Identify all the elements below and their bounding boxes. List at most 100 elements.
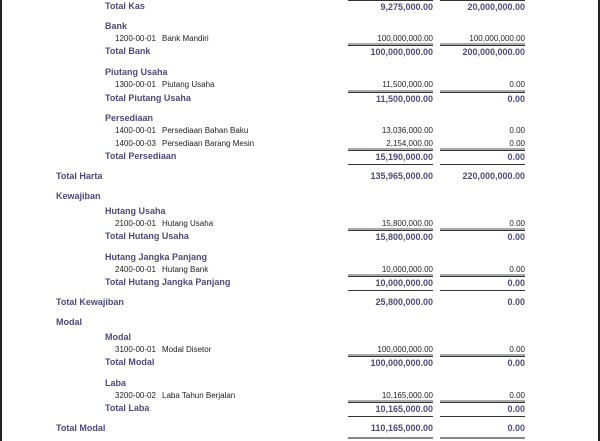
current-value: 10,000,000.00: [381, 265, 433, 274]
previous-value: 200,000,000.00: [440, 45, 525, 58]
previous-value: 0.00: [440, 290, 525, 308]
current-value: 10,165,000.00: [348, 402, 433, 415]
previous-value: 0.00: [440, 402, 525, 415]
total-row: Total Modal 110,165,000.00 0.00: [0, 416, 600, 434]
row-label: Kewajiban: [56, 191, 101, 201]
row-label: Modal: [56, 317, 82, 327]
previous-value: 0.00: [509, 265, 525, 274]
total-row: Total Hutang Usaha 15,800,000.00 0.00: [0, 230, 600, 242]
previous-value: 0.00: [440, 92, 525, 105]
current-value: 10,165,000.00: [381, 391, 433, 400]
row-label: Total Modal: [105, 357, 155, 367]
previous-value: 0.00: [509, 219, 525, 228]
total-row: Total Bank 100,000,000.00 200,000,000.00: [0, 45, 600, 57]
previous-value: 0.00: [440, 276, 525, 289]
account-row: 2400-00-01 Hutang Bank 10,000,000.00 0.00: [0, 264, 600, 276]
row-label: Total Kas: [105, 1, 145, 11]
row-label: Total Laba: [105, 403, 150, 413]
account-name: Laba Tahun Berjalan: [162, 391, 236, 400]
account-row: 1200-00-01 Bank Mandiri 100,000,000.00 100,…: [0, 33, 600, 45]
group-heading: Persediaan: [0, 112, 600, 124]
group-heading: Hutang Usaha: [0, 205, 600, 217]
previous-value: 0.00: [440, 230, 525, 243]
current-value: 135,965,000.00: [348, 164, 433, 182]
previous-value: 0.00: [509, 126, 525, 135]
current-value: 13,036,000.00: [381, 126, 433, 135]
account-code: 1300-00-01: [115, 80, 156, 89]
group-heading: Modal: [0, 331, 600, 343]
current-value: 11,500,000.00: [382, 80, 433, 89]
current-value: 15,800,000.00: [381, 219, 433, 228]
row-label: Laba: [105, 378, 127, 388]
current-value: 9,275,000.00: [348, 0, 433, 13]
current-value: 100,000,000.00: [348, 45, 433, 58]
account-name: Hutang Bank: [162, 265, 209, 274]
total-row: Total Hutang Jangka Panjang 10,000,000.00…: [0, 276, 600, 288]
row-label: Total Modal: [56, 423, 106, 433]
account-code: 1400-00-03: [115, 139, 156, 148]
account-code: 1200-00-01: [115, 34, 156, 43]
group-heading: Modal: [0, 316, 600, 328]
total-row: Total Harta 135,965,000.00 220,000,000.00: [0, 164, 600, 182]
row-label: Piutang Usaha: [105, 67, 168, 77]
row-label: Modal: [105, 332, 131, 342]
previous-value: 0.00: [440, 150, 525, 163]
account-row: 2100-00-01 Hutang Usaha 15,800,000.00 0.00: [0, 218, 600, 230]
current-value: 10,000,000.00: [348, 276, 433, 289]
account-row: 3200-00-02 Laba Tahun Berjalan 10,165,000.…: [0, 390, 600, 402]
current-value: 110,165,000.00: [348, 416, 433, 434]
previous-value: 0.00: [509, 80, 525, 89]
current-value: 15,800,000.00: [348, 230, 433, 243]
row-label: Total Bank: [105, 46, 151, 56]
account-name: Persediaan Bahan Baku: [162, 126, 249, 135]
previous-value: 0.00: [509, 345, 525, 354]
previous-value: 0.00: [440, 356, 525, 369]
account-name: Persediaan Barang Mesin: [162, 139, 255, 148]
row-label: Total Hutang Usaha: [105, 231, 189, 241]
double-underline: [348, 437, 433, 439]
current-value: 100,000,000.00: [377, 345, 433, 354]
account-code: 3100-00-01: [115, 345, 156, 354]
total-row: Total Kewajiban 25,800,000.00 0.00: [0, 290, 600, 308]
current-value: 100,000,000.00: [377, 34, 433, 43]
account-name: Modal Disetor: [162, 345, 212, 354]
total-row: Total Laba 10,165,000.00 0.00: [0, 402, 600, 414]
row-label: Total Persediaan: [105, 151, 177, 161]
account-row: 3100-00-01 Modal Disetor 100,000,000.00 0.0…: [0, 344, 600, 356]
previous-value: 0.00: [509, 391, 525, 400]
account-code: 2400-00-01: [115, 265, 156, 274]
group-heading: Bank: [0, 20, 600, 32]
group-heading: Kewajiban: [0, 190, 600, 202]
previous-value: 20,000,000.00: [440, 0, 525, 13]
current-value: 25,800,000.00: [348, 290, 433, 308]
left-border: [0, 0, 2, 441]
account-code: 1400-00-01: [115, 126, 156, 135]
current-value: 11,500,000.00: [348, 92, 433, 105]
previous-value: 0.00: [509, 139, 525, 148]
account-code: 3200-00-02: [115, 391, 156, 400]
row-label: Total Piutang Usaha: [105, 93, 191, 103]
total-row: Total Modal 100,000,000.00 0.00: [0, 356, 600, 368]
row-label: Hutang Usaha: [105, 206, 166, 216]
previous-value: 0.00: [440, 416, 525, 434]
group-heading: Laba: [0, 377, 600, 389]
row-label: Total Hutang Jangka Panjang: [105, 277, 231, 287]
row-label: Total Harta: [56, 171, 103, 181]
account-row: 1400-00-01 Persediaan Bahan Baku 13,036,00…: [0, 125, 600, 137]
current-value: 15,190,000.00: [348, 150, 433, 163]
total-row: Total Kas 9,275,000.00 20,000,000.00: [0, 0, 600, 12]
row-label: Persediaan: [105, 113, 154, 123]
account-name: Piutang Usaha: [162, 80, 215, 89]
account-row: 1300-00-01 Piutang Usaha 11,500,000.00 0.00: [0, 79, 600, 91]
account-code: 2100-00-01: [115, 219, 156, 228]
total-row: Total Persediaan 15,190,000.00 0.00: [0, 150, 600, 162]
account-name: Hutang Usaha: [162, 219, 214, 228]
group-heading: Hutang Jangka Panjang: [0, 251, 600, 263]
right-border: [598, 0, 600, 441]
current-value: 100,000,000.00: [348, 356, 433, 369]
account-row: 1400-00-03 Persediaan Barang Mesin 2,154,0…: [0, 138, 600, 150]
account-name: Bank Mandiri: [162, 34, 209, 43]
previous-value: 220,000,000.00: [440, 164, 525, 182]
row-label: Hutang Jangka Panjang: [105, 252, 208, 262]
total-row: Total Piutang Usaha 11,500,000.00 0.00: [0, 92, 600, 104]
